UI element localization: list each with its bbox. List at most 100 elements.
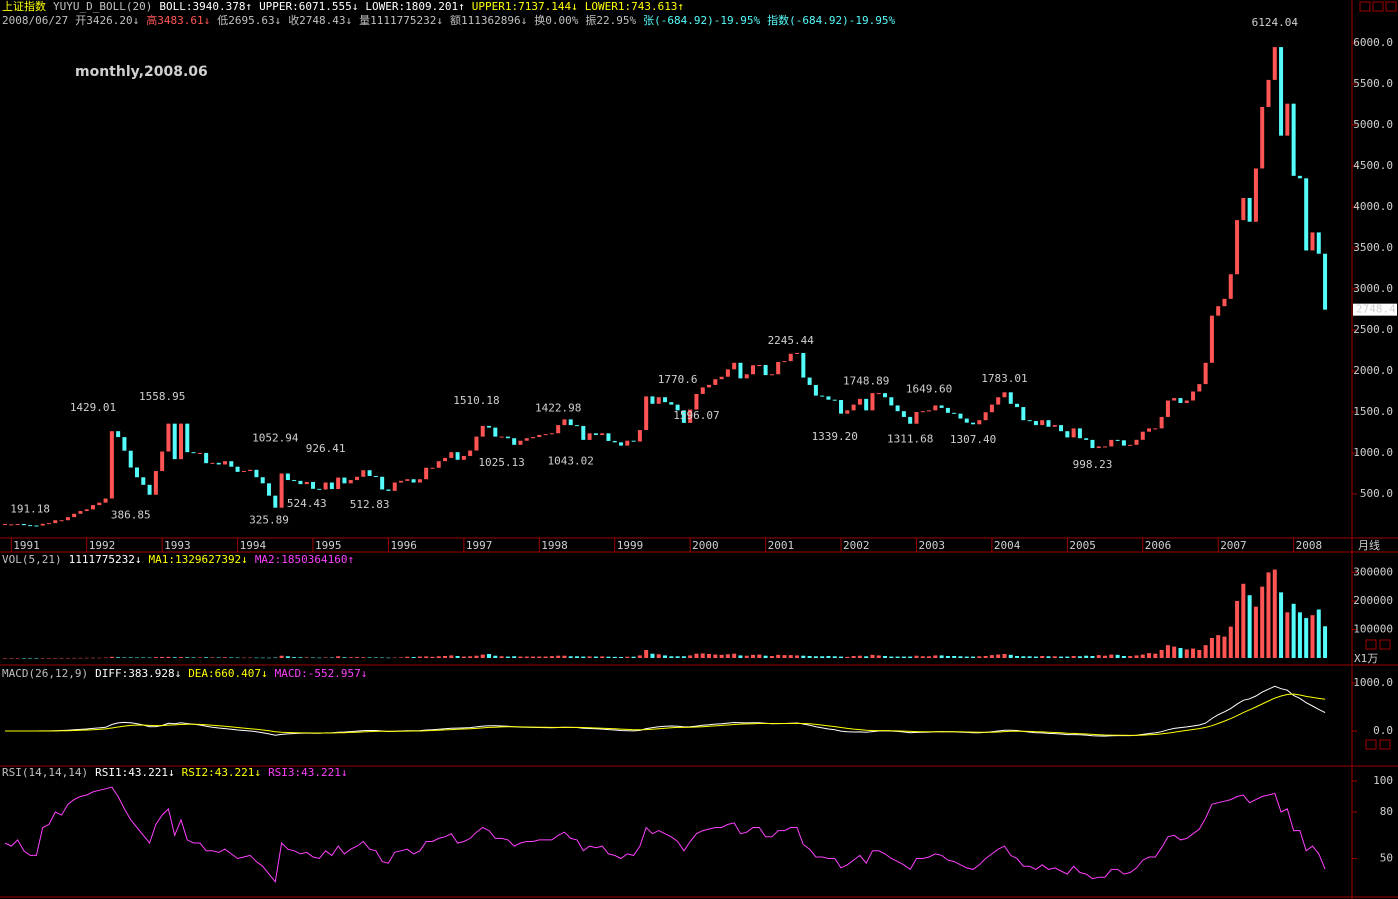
volume-bar xyxy=(216,657,221,658)
candle xyxy=(65,517,70,521)
candle xyxy=(185,423,190,453)
candle xyxy=(1191,391,1196,401)
volume-bar xyxy=(977,656,982,658)
candle xyxy=(964,418,969,423)
volume-bar xyxy=(1203,645,1208,658)
volume-bar xyxy=(971,656,976,658)
candle xyxy=(945,407,950,413)
candle xyxy=(34,525,39,527)
annotation: 1052.94 xyxy=(252,432,299,445)
volume-bar xyxy=(317,657,322,659)
volume-bar xyxy=(122,657,127,658)
y-tick-label: 500.0 xyxy=(1360,487,1393,500)
annotation: 1510.18 xyxy=(453,394,499,407)
button[interactable] xyxy=(1359,1,1371,12)
x-tick-label: 2007 xyxy=(1220,539,1247,552)
volume-bar xyxy=(927,656,932,658)
volume-bar xyxy=(235,657,240,659)
candle xyxy=(1065,431,1070,438)
candle xyxy=(298,480,303,485)
legend-item: RSI(14,14,14) xyxy=(2,766,88,779)
x-tick-label: 1997 xyxy=(466,539,493,552)
volume-bar xyxy=(933,655,938,658)
volume-bar xyxy=(367,657,372,658)
button[interactable] xyxy=(1379,639,1391,650)
candle xyxy=(1040,420,1045,426)
candle xyxy=(493,427,498,437)
candle xyxy=(738,362,743,379)
candle xyxy=(920,411,925,413)
y-tick-label: 2500.0 xyxy=(1353,323,1393,336)
button[interactable] xyxy=(1365,739,1377,750)
candle xyxy=(1052,425,1057,427)
legend-item: YUYU_D_BOLL(20) xyxy=(53,0,152,13)
volume-bar xyxy=(405,656,410,658)
candle xyxy=(1046,420,1051,427)
legend-item: 收2748.43↓ xyxy=(288,13,352,27)
volume-bar xyxy=(681,656,686,658)
button[interactable] xyxy=(1372,1,1384,12)
candle xyxy=(72,513,77,518)
candle xyxy=(1033,421,1038,426)
volume-bar xyxy=(587,656,592,658)
volume-bar xyxy=(650,653,655,658)
volume-bar xyxy=(1228,626,1233,658)
y-tick-label: 100 xyxy=(1373,774,1393,787)
candle xyxy=(694,393,699,410)
candle xyxy=(241,471,246,473)
annotation: 1043.02 xyxy=(548,454,594,467)
annotation: 524.43 xyxy=(287,497,327,510)
candle xyxy=(122,437,127,451)
legend-item: VOL(5,21) xyxy=(2,553,62,566)
volume-bar xyxy=(864,656,869,658)
legend-item: LOWER1:743.613↑ xyxy=(585,0,684,13)
volume-bar xyxy=(1291,603,1296,658)
window-buttons[interactable] xyxy=(1359,1,1397,750)
candle xyxy=(474,436,479,451)
candle xyxy=(191,452,196,454)
volume-bar xyxy=(1084,655,1089,658)
volume-bar xyxy=(487,654,492,658)
candle xyxy=(329,482,334,490)
button[interactable] xyxy=(1365,639,1377,650)
candle xyxy=(801,352,806,378)
volume-bar xyxy=(795,655,800,658)
volume-bar xyxy=(399,657,404,658)
candle xyxy=(581,425,586,440)
volume-bar xyxy=(474,655,479,658)
candle xyxy=(1272,47,1277,80)
legend-item: 换0.00% xyxy=(534,13,578,27)
candle xyxy=(248,469,253,472)
volume-bar xyxy=(204,657,209,658)
candle xyxy=(40,523,45,526)
button[interactable] xyxy=(1379,739,1391,750)
candle xyxy=(908,416,913,424)
volume-bar xyxy=(292,657,297,658)
volume-bar xyxy=(273,657,278,659)
annotation: 926.41 xyxy=(306,442,346,455)
volume-bar xyxy=(719,654,724,658)
candle xyxy=(650,396,655,404)
volume-bar xyxy=(1027,656,1032,658)
legend-item: MACD:-552.957↓ xyxy=(275,667,368,680)
volume-bar xyxy=(141,657,146,658)
legend-item: UPPER1:7137.144↓ xyxy=(472,0,578,13)
candle xyxy=(487,425,492,428)
annotation: 1770.6 xyxy=(658,373,698,386)
candle xyxy=(707,384,712,388)
x-tick-label: 2005 xyxy=(1069,539,1096,552)
volume-bar xyxy=(625,656,630,658)
annotation: 2245.44 xyxy=(768,334,815,347)
candle xyxy=(807,377,812,385)
candle xyxy=(380,476,385,490)
y-tick-label: 50 xyxy=(1380,852,1393,865)
x-tick-label: 2008 xyxy=(1296,539,1323,552)
y-tick-label: 6000.0 xyxy=(1353,36,1393,49)
volume-bar xyxy=(656,654,661,658)
y-tick-label: 3500.0 xyxy=(1353,241,1393,254)
annotation: 1307.40 xyxy=(950,433,996,446)
volume-bar xyxy=(323,657,328,658)
button[interactable] xyxy=(1385,1,1397,12)
volume-bar xyxy=(53,657,58,659)
candle xyxy=(619,442,624,446)
